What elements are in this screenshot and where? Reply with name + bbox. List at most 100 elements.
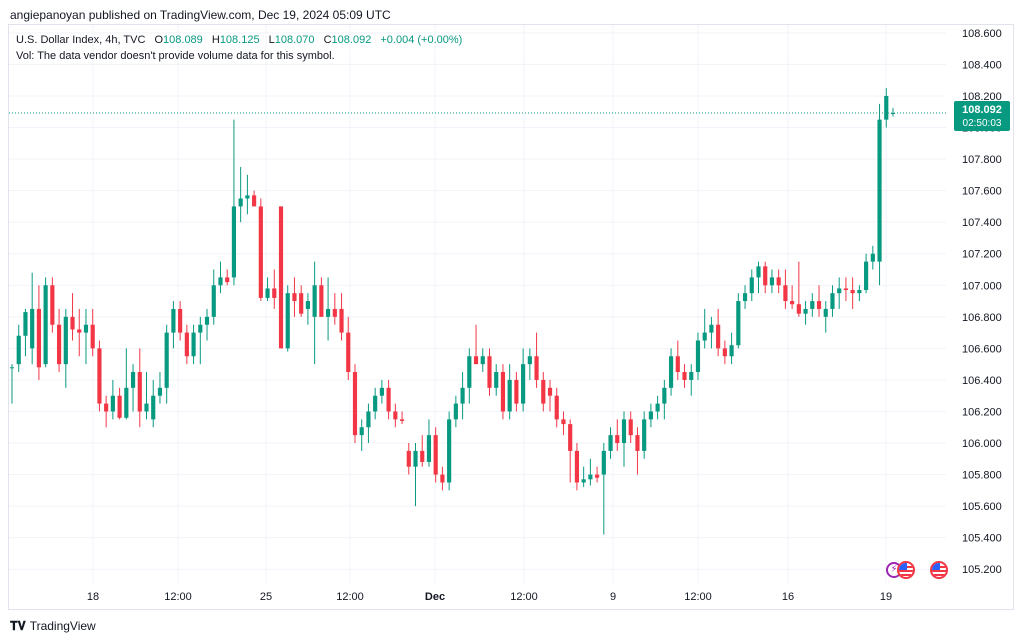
candle: [581, 466, 586, 488]
open-value: 108.089: [163, 34, 203, 46]
candle: [406, 443, 411, 475]
candle-body: [305, 301, 310, 309]
candle-body: [574, 450, 580, 483]
candle: [272, 269, 277, 309]
candle-body: [682, 372, 687, 380]
candle-body: [769, 277, 775, 286]
candle-body: [278, 206, 284, 349]
candle: [453, 395, 458, 428]
candle-body: [299, 293, 304, 314]
candle: [843, 277, 849, 302]
us-flag-icon[interactable]: [897, 561, 915, 579]
candle: [332, 293, 337, 325]
candle: [668, 348, 674, 396]
candle-body: [16, 335, 21, 365]
candle-body: [245, 195, 250, 199]
chart-grid: [9, 25, 946, 585]
candle-body: [689, 372, 694, 380]
candle-body: [843, 288, 849, 291]
candle: [164, 324, 169, 404]
candle-body: [447, 419, 452, 483]
candle-body: [527, 356, 532, 365]
candle: [204, 308, 210, 341]
candle: [252, 190, 257, 207]
candle: [837, 277, 842, 309]
y-tick-label: 106.000: [962, 438, 1002, 450]
candle-body: [857, 290, 862, 294]
candle-body: [783, 285, 788, 302]
candle-body: [763, 266, 768, 286]
candle: [601, 443, 606, 535]
candle: [299, 285, 304, 317]
candle: [521, 348, 526, 412]
candle-body: [406, 450, 411, 467]
y-tick-label: 106.600: [962, 343, 1002, 355]
candle: [211, 269, 216, 325]
candle-body: [359, 427, 364, 436]
candles: [9, 88, 896, 535]
candle-body: [312, 285, 317, 317]
candle: [615, 419, 620, 451]
candle-body: [568, 424, 573, 451]
candle-body: [500, 372, 506, 412]
candle-body: [386, 387, 391, 412]
close-value: 108.092: [331, 34, 372, 46]
candle: [386, 379, 391, 420]
candle-body: [850, 290, 855, 294]
candle: [709, 316, 714, 349]
candle: [23, 308, 28, 357]
candle: [494, 364, 499, 396]
candle-body: [736, 301, 741, 346]
candle: [514, 372, 519, 412]
candle-body: [36, 308, 41, 368]
candle: [783, 269, 788, 309]
candle-body: [521, 364, 526, 404]
candle: [292, 277, 297, 317]
candle-body: [399, 419, 405, 421]
y-tick-label: 106.400: [962, 375, 1002, 387]
candle: [635, 427, 640, 475]
candle-body: [157, 387, 163, 396]
candle: [137, 348, 142, 428]
candle: [857, 285, 862, 302]
candle-body: [756, 266, 761, 278]
y-tick-label: 105.600: [962, 501, 1002, 513]
candle-body: [56, 324, 62, 365]
candle: [238, 166, 243, 223]
candle-body: [211, 285, 216, 317]
candle: [810, 293, 815, 317]
symbol-title[interactable]: U.S. Dollar Index, 4h, TVC: [16, 34, 146, 46]
candle-body: [810, 301, 815, 309]
candle: [117, 387, 122, 420]
x-tick-label: Dec: [425, 591, 445, 603]
candle-body: [90, 324, 95, 349]
candle: [36, 285, 41, 380]
candle-body: [137, 372, 142, 412]
candle-body: [870, 253, 875, 262]
candle-body: [628, 419, 633, 436]
candle-body: [265, 288, 270, 298]
brand-name: TradingView: [29, 619, 96, 633]
candle-body: [601, 450, 606, 475]
candle: [642, 411, 647, 459]
x-tick-label: 12:00: [164, 591, 192, 603]
candle-body: [547, 387, 553, 396]
candle-body: [716, 324, 721, 349]
candle: [736, 293, 741, 349]
tradingview-logo[interactable]: 𝐓𝐕 TradingView: [10, 619, 96, 634]
candle-body: [514, 379, 519, 404]
candle-body: [790, 301, 795, 305]
candle: [426, 419, 432, 467]
us-flag-icon[interactable]: [930, 561, 948, 579]
tradingview-logo-icon: 𝐓𝐕: [10, 619, 26, 633]
candle: [110, 379, 115, 420]
volume-note: Vol: The data vendor doesn't provide vol…: [16, 50, 335, 62]
candle: [278, 206, 284, 349]
candle: [104, 395, 109, 428]
candle-body: [272, 288, 277, 298]
candle: [682, 364, 687, 388]
candle: [50, 277, 55, 333]
price-axis: 108.600108.400108.200108.000107.800107.6…: [962, 28, 1002, 576]
y-tick-label: 107.400: [962, 217, 1002, 229]
